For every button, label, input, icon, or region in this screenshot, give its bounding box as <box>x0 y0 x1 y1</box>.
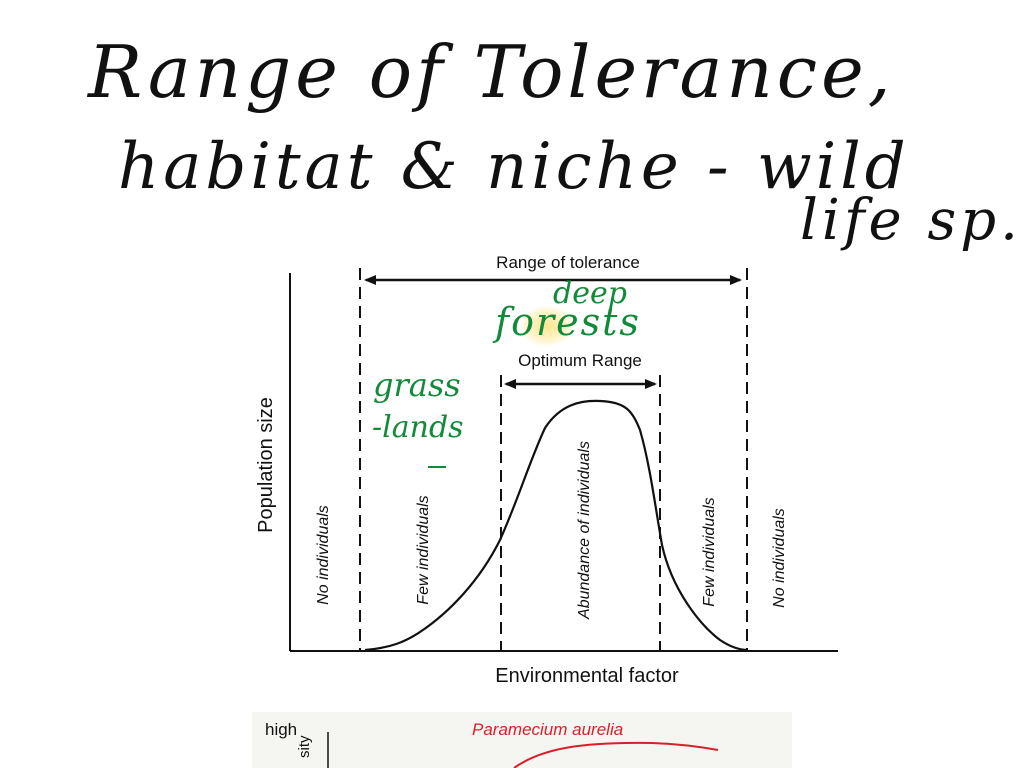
note-title-line1: Range of Tolerance, <box>88 30 895 114</box>
annotation-grass: grass <box>373 366 461 404</box>
second-figure: high sity Paramecium aurelia <box>252 712 792 768</box>
highlight-mark <box>520 306 574 346</box>
zone-label: No individuals <box>771 508 788 608</box>
second-figure-high-label: high <box>265 720 298 739</box>
second-figure-y-label: sity <box>296 735 313 759</box>
range-of-tolerance-label: Range of tolerance <box>496 253 640 272</box>
zone-label: Few individuals <box>415 495 432 604</box>
zone-label: Abundance of individuals <box>576 441 593 620</box>
annotation-forests: forests <box>495 300 641 344</box>
population-curve <box>364 399 749 652</box>
annotation-deep: deep <box>553 276 627 311</box>
zone-label: No individuals <box>315 505 332 605</box>
second-figure-species-label: Paramecium aurelia <box>472 720 624 739</box>
paramecium-curve <box>513 741 719 768</box>
annotation-dash <box>428 466 446 468</box>
annotation-lands: -lands <box>372 410 464 445</box>
optimum-range-label: Optimum Range <box>518 351 642 370</box>
note-title-line2: habitat & niche - wild <box>118 130 910 204</box>
note-title-line3: life sp. <box>800 188 1022 253</box>
y-axis-label: Population size <box>255 397 277 533</box>
x-axis-label: Environmental factor <box>495 665 679 687</box>
second-figure-plot <box>327 732 719 768</box>
zone-label: Few individuals <box>701 497 718 606</box>
